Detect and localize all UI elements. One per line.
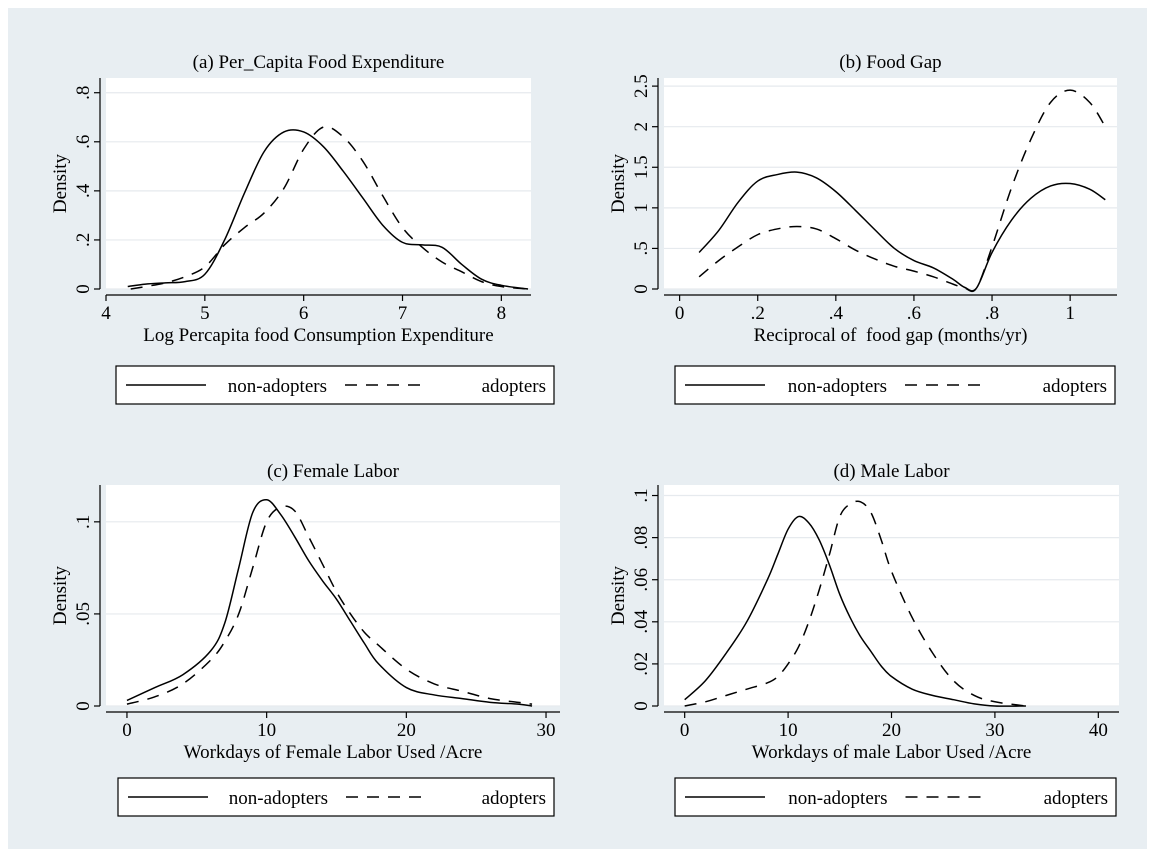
x-axis-label: Reciprocal of food gap (months/yr) xyxy=(754,325,1028,346)
chart-title: (c) Female Labor xyxy=(267,461,400,482)
y-axis-label: Density xyxy=(608,565,629,625)
y-tick-label: .02 xyxy=(631,652,652,676)
plot-area xyxy=(106,78,531,289)
panels: (a) Per_Capita Food Expenditure 0 .2 .4 .6 .8… xyxy=(50,52,1119,817)
y-tick-label: .8 xyxy=(73,86,94,100)
y-tick-label: .4 xyxy=(73,183,94,198)
x-tick-label: 30 xyxy=(985,720,1004,741)
y-axis-label: Density xyxy=(50,153,71,213)
legend-label: non-adopters xyxy=(788,788,887,809)
legend-label: adopters xyxy=(482,788,546,809)
chart-panel: (a) Per_Capita Food Expenditure 0 .2 .4 .6 .8… xyxy=(50,52,555,405)
chart-title: (d) Male Labor xyxy=(833,461,950,482)
x-tick-label: .2 xyxy=(751,303,765,324)
y-tick-label: .04 xyxy=(631,609,652,633)
y-tick-label: 0 xyxy=(73,701,94,711)
x-axis-label: Workdays of Female Labor Used /Acre xyxy=(184,742,483,763)
chart-title: (b) Food Gap xyxy=(839,52,941,73)
x-tick-label: 1 xyxy=(1065,303,1075,324)
legend: non-adopters adopters xyxy=(674,365,1116,405)
x-tick-label: 30 xyxy=(537,720,556,741)
x-tick-label: 10 xyxy=(257,720,276,741)
x-tick-label: 10 xyxy=(779,720,798,741)
y-tick-label: .08 xyxy=(631,526,652,550)
series-line-non-adopters xyxy=(684,515,1026,707)
x-tick-label: .4 xyxy=(829,303,844,324)
series-line-non-adopters xyxy=(126,498,533,707)
y-axis-label: Density xyxy=(608,153,629,213)
y-tick-label: .1 xyxy=(73,515,94,529)
series-line-adopters xyxy=(130,125,529,290)
x-tick-label: 20 xyxy=(397,720,416,741)
legend-label: adopters xyxy=(1043,376,1107,397)
legend-box xyxy=(115,365,555,405)
y-tick-label: 0 xyxy=(631,284,652,294)
legend-label: adopters xyxy=(1044,788,1108,809)
x-tick-label: 7 xyxy=(398,303,408,324)
y-tick-label: 2 xyxy=(631,122,652,132)
x-tick-label: 0 xyxy=(122,720,132,741)
y-tick-label: 0 xyxy=(631,701,652,711)
x-tick-label: .8 xyxy=(985,303,999,324)
x-tick-label: 40 xyxy=(1089,720,1108,741)
legend-label: non-adopters xyxy=(229,788,328,809)
legend-label: non-adopters xyxy=(228,376,327,397)
series-line-adopters xyxy=(126,505,533,705)
legend: non-adopters adopters xyxy=(674,777,1117,817)
y-tick-label: 2.5 xyxy=(631,74,652,98)
y-tick-label: .05 xyxy=(73,602,94,626)
legend-label: non-adopters xyxy=(788,376,887,397)
x-tick-label: 0 xyxy=(675,303,685,324)
chart-title: (a) Per_Capita Food Expenditure xyxy=(193,52,445,73)
chart-panel: (c) Female Labor 0 .05 .1 0 10 20 30 Density Work… xyxy=(50,461,560,817)
x-tick-label: 4 xyxy=(101,303,111,324)
series-line-adopters xyxy=(698,89,1106,293)
y-tick-label: 0 xyxy=(73,284,94,294)
y-tick-label: .2 xyxy=(73,233,94,247)
x-axis-label: Log Percapita food Consumption Expenditu… xyxy=(143,325,493,346)
legend: non-adopters adopters xyxy=(115,365,555,405)
y-tick-label: 1 xyxy=(631,203,652,213)
plot-area xyxy=(664,78,1117,289)
y-tick-label: .6 xyxy=(73,135,94,149)
x-tick-label: 20 xyxy=(882,720,901,741)
chart-panel: (d) Male Labor 0 .02 .04 .06 .08 .1 0 10 20 30 40 De… xyxy=(608,461,1119,817)
x-tick-label: 0 xyxy=(680,720,690,741)
x-tick-label: 5 xyxy=(200,303,210,324)
y-axis-label: Density xyxy=(50,565,71,625)
series-line-non-adopters xyxy=(127,129,529,290)
y-tick-label: .1 xyxy=(631,488,652,502)
y-tick-label: .06 xyxy=(631,568,652,592)
series-line-non-adopters xyxy=(698,171,1106,292)
x-tick-label: 6 xyxy=(299,303,309,324)
legend: non-adopters adopters xyxy=(117,777,555,817)
plot-area xyxy=(664,485,1119,706)
x-tick-label: .6 xyxy=(907,303,921,324)
y-tick-label: 1.5 xyxy=(631,155,652,179)
legend-label: adopters xyxy=(482,376,546,397)
y-tick-label: .5 xyxy=(631,241,652,255)
x-axis-label: Workdays of male Labor Used /Acre xyxy=(752,742,1032,763)
x-tick-label: 8 xyxy=(497,303,507,324)
